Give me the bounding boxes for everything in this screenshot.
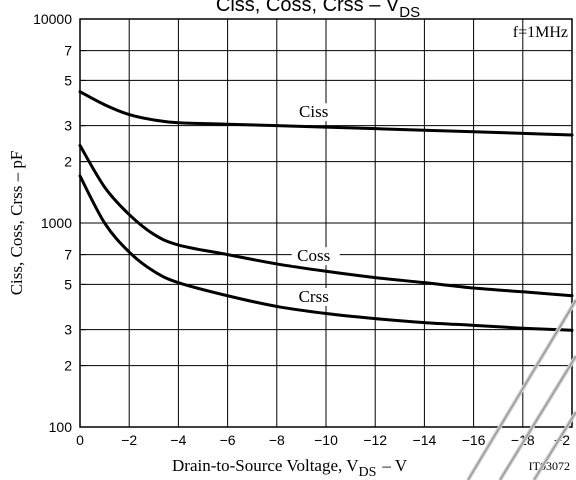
y-axis-label: Ciss, Coss, Crss – pF <box>7 151 26 296</box>
x-tick-label: 0 <box>76 432 84 448</box>
x-axis-label-tail: – V <box>381 456 407 475</box>
y-tick-label: 3 <box>64 322 72 338</box>
x-tick-label: −14 <box>413 432 437 448</box>
series-layer <box>78 90 574 332</box>
series-labels: Ciss Coss Crss <box>291 102 340 306</box>
series-line-crss <box>78 174 574 332</box>
y-tick-label: 2 <box>64 358 72 374</box>
x-tick-label: −8 <box>269 432 285 448</box>
chart-title-subscript: DS <box>399 4 420 21</box>
x-tick-label: −16 <box>462 432 486 448</box>
y-tick-label: 7 <box>64 43 72 59</box>
y-tick-label: 1000 <box>41 215 72 231</box>
y-tick-label: 10000 <box>33 11 72 27</box>
y-tick-label: 3 <box>64 118 72 134</box>
x-tick-label: −2 <box>121 432 137 448</box>
figure-id: IT03072 <box>529 459 570 473</box>
series-label-background <box>291 103 340 122</box>
series-label-background <box>291 247 340 266</box>
decorative-diagonal-lines-dark <box>467 299 576 480</box>
grid <box>80 19 572 427</box>
series-label-ciss: Ciss <box>299 102 328 121</box>
y-tick-label: 5 <box>64 276 72 292</box>
chart-title-main: Ciss, Coss, Crss – V <box>216 0 400 16</box>
series-line-coss <box>78 143 574 298</box>
series-label-coss: Coss <box>297 246 330 265</box>
x-tick-label: −4 <box>170 432 186 448</box>
plot-area: Ciss Coss Crss <box>78 18 574 428</box>
y-tick-label: 100 <box>49 419 73 435</box>
series-line-ciss <box>78 90 574 137</box>
y-axis-ticks: 100 2 3 5 7 1000 2 3 5 7 10000 <box>33 11 86 435</box>
x-axis-label-subscript: DS <box>359 465 377 480</box>
x-tick-label: −10 <box>314 432 338 448</box>
x-axis-ticks: 0 −2 −4 −6 −8 −10 −12 −14 −16 −18 −2 <box>76 432 570 448</box>
x-tick-label: −12 <box>363 432 387 448</box>
chart-title: Ciss, Coss, Crss – VDS <box>216 0 420 21</box>
x-axis-label: Drain-to-Source Voltage, VDS – V <box>172 456 408 480</box>
condition-label: f=1MHz <box>513 24 568 41</box>
y-tick-label: 7 <box>64 247 72 263</box>
y-tick-label: 5 <box>64 72 72 88</box>
y-tick-label: 2 <box>64 154 72 170</box>
series-label-crss: Crss <box>299 287 329 306</box>
series-label-background <box>291 287 340 306</box>
x-tick-label: −6 <box>220 432 236 448</box>
x-axis-label-main: Drain-to-Source Voltage, V <box>172 456 359 475</box>
